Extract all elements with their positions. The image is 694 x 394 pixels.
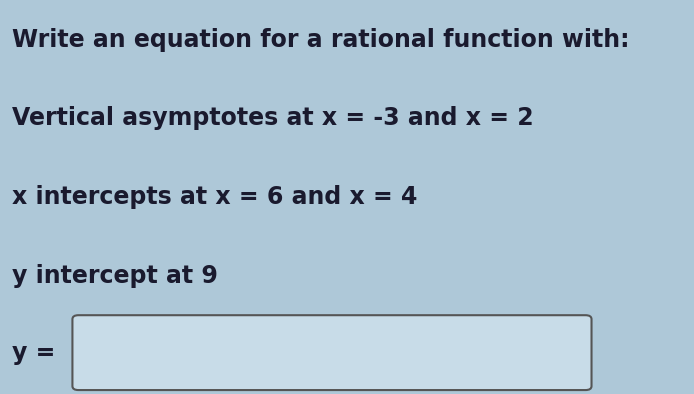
Text: Vertical asymptotes at x = -3 and x = 2: Vertical asymptotes at x = -3 and x = 2 xyxy=(12,106,534,130)
Text: Write an equation for a rational function with:: Write an equation for a rational functio… xyxy=(12,28,629,52)
Text: x intercepts at x = 6 and x = 4: x intercepts at x = 6 and x = 4 xyxy=(12,185,418,209)
FancyBboxPatch shape xyxy=(72,315,591,390)
Text: y intercept at 9: y intercept at 9 xyxy=(12,264,218,288)
Text: y =: y = xyxy=(12,341,56,364)
